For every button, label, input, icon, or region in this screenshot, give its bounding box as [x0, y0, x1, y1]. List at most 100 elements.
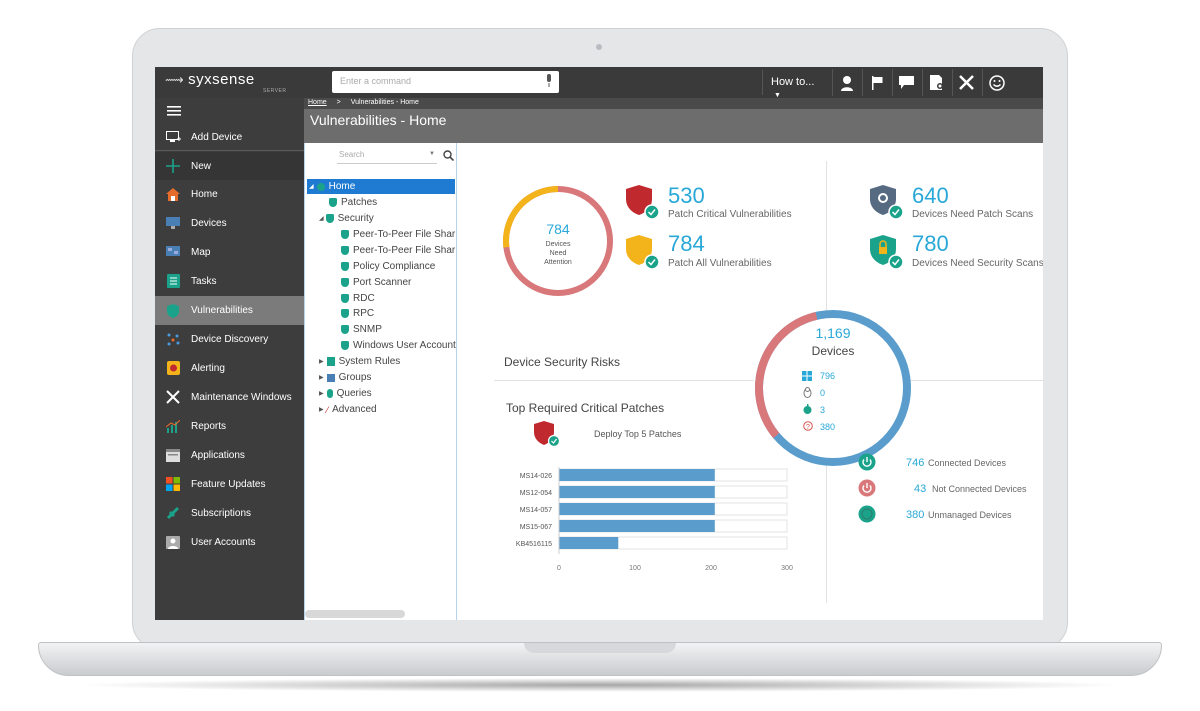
not-connected-devices-count[interactable]: 43 — [914, 483, 927, 495]
attention-donut[interactable] — [498, 181, 618, 301]
deploy-top-patches-button[interactable]: Deploy Top 5 Patches — [594, 429, 682, 439]
connected-devices-count[interactable]: 746 — [906, 457, 925, 469]
dropdown-icon[interactable]: ▼ — [429, 151, 435, 157]
attention-donut-label-3: Attention — [544, 259, 572, 266]
sidebar-item-device-discovery[interactable]: Device Discovery — [155, 325, 304, 353]
tools-button[interactable] — [952, 69, 980, 96]
tree-node-windows-user-account[interactable]: Windows User Account — [341, 340, 456, 351]
search-icon[interactable] — [443, 150, 454, 161]
sidebar-item-label: Feature Updates — [191, 478, 266, 490]
device-security-risks-heading: Device Security Risks — [504, 355, 621, 369]
sidebar-item-home[interactable]: Home — [155, 180, 304, 208]
tree-node-p2p-2[interactable]: Peer-To-Peer File Shar — [341, 245, 455, 256]
breadcrumb-current: Vulnerabilities - Home — [350, 99, 419, 106]
sidebar: Add Device New Home Devices Map Tasks — [155, 98, 304, 620]
sidebar-item-label: User Accounts — [191, 536, 256, 548]
sidebar-item-label: Device Discovery — [191, 333, 269, 345]
document-settings-icon — [929, 75, 943, 90]
tree-node-label: System Rules — [338, 356, 401, 367]
report-button[interactable] — [922, 69, 950, 96]
tree-node-label: RPC — [353, 308, 375, 319]
tree-node-snmp[interactable]: SNMP — [341, 324, 382, 335]
feedback-button[interactable] — [982, 69, 1010, 96]
security-scan-count[interactable]: 780 — [912, 231, 949, 256]
sidebar-item-new[interactable]: New — [155, 152, 304, 180]
flag-button[interactable] — [862, 69, 890, 96]
tree-node-system-rules[interactable]: ▶ System Rules — [319, 356, 400, 367]
patch-scan-count[interactable]: 640 — [912, 183, 949, 208]
sidebar-item-map[interactable]: Map — [155, 238, 304, 266]
tree-node-advanced[interactable]: ▶ ⁄ Advanced — [319, 404, 377, 415]
queries-icon — [326, 389, 333, 398]
security-scan-label: Devices Need Security Scans — [912, 258, 1043, 269]
all-vulnerabilities-count[interactable]: 784 — [668, 231, 705, 256]
connected-power-icon — [858, 453, 876, 471]
bar-kb4516115[interactable] — [559, 537, 619, 549]
sidebar-item-label: Add Device — [191, 131, 243, 143]
tree-node-port-scanner[interactable]: Port Scanner — [341, 277, 411, 288]
bar-ms12-054[interactable] — [559, 486, 715, 498]
sidebar-item-subscriptions[interactable]: Subscriptions — [155, 499, 304, 527]
tree-horizontal-scrollbar[interactable] — [305, 610, 405, 618]
sidebar-item-tasks[interactable]: Tasks — [155, 267, 304, 295]
tree-node-groups[interactable]: ▶ Groups — [319, 372, 371, 383]
tree-node-rpc[interactable]: RPC — [341, 308, 374, 319]
tree-node-rdc[interactable]: RDC — [341, 293, 375, 304]
hamburger-menu-button[interactable] — [167, 104, 181, 116]
devices-donut[interactable] — [751, 306, 915, 470]
sidebar-item-alerting[interactable]: Alerting — [155, 354, 304, 382]
monitor-icon — [165, 216, 181, 230]
sidebar-item-vulnerabilities[interactable]: Vulnerabilities — [155, 296, 304, 325]
subscriptions-icon — [165, 506, 181, 520]
sidebar-item-label: Tasks — [191, 275, 217, 287]
sidebar-item-applications[interactable]: Applications — [155, 441, 304, 469]
critical-vulnerabilities-count[interactable]: 530 — [668, 183, 705, 208]
tree-node-patches[interactable]: Patches — [329, 197, 377, 208]
windows-device-count: 796 — [820, 371, 836, 381]
groups-icon — [326, 373, 335, 382]
sidebar-item-maintenance-windows[interactable]: Maintenance Windows — [155, 383, 304, 411]
tree-node-label: Queries — [336, 388, 372, 399]
tree-node-policy-compliance[interactable]: Policy Compliance — [341, 261, 435, 272]
camera — [596, 44, 602, 50]
system-rules-icon — [326, 357, 335, 366]
tools-icon — [165, 390, 181, 404]
user-profile-button[interactable] — [832, 69, 860, 96]
sidebar-item-user-accounts[interactable]: User Accounts — [155, 528, 304, 556]
tree-node-label: Peer-To-Peer File Shar — [353, 245, 456, 256]
tree-node-label: Advanced — [332, 404, 377, 415]
tree-node-queries[interactable]: ▶ Queries — [319, 388, 372, 399]
bar-ms15-067[interactable] — [559, 520, 715, 532]
unmanaged-devices-count[interactable]: 380 — [906, 509, 925, 521]
tree-node-home[interactable]: ◢ Home — [307, 179, 455, 194]
map-icon — [165, 245, 181, 259]
how-to-menu[interactable]: How to... ▼ — [762, 70, 828, 99]
sidebar-item-label: Vulnerabilities — [191, 305, 253, 316]
sidebar-item-reports[interactable]: Reports — [155, 412, 304, 440]
security-scan-shield-icon — [870, 235, 904, 269]
breadcrumb-home-link[interactable]: Home — [308, 99, 327, 106]
chat-button[interactable] — [892, 69, 920, 96]
sidebar-item-add-device[interactable]: Add Device — [155, 123, 304, 151]
tree-node-security[interactable]: ◢ Security — [319, 213, 374, 224]
breadcrumb-separator: > — [336, 99, 341, 106]
bar-ms14-026[interactable] — [559, 469, 715, 481]
bar-ms14-057[interactable] — [559, 503, 715, 515]
linux-device-count: 0 — [820, 388, 826, 398]
tree-node-p2p-1[interactable]: Peer-To-Peer File Shar — [341, 229, 455, 240]
smiley-icon — [988, 74, 1005, 91]
dashboard: 784 Devices Need Attention 530 Patch Cri… — [458, 143, 1043, 620]
sidebar-item-devices[interactable]: Devices — [155, 209, 304, 237]
shield-icon — [341, 325, 349, 334]
collapsed-arrow-icon: ▶ — [319, 375, 324, 381]
alert-icon — [165, 361, 181, 375]
microphone-icon[interactable] — [545, 74, 553, 88]
sidebar-item-feature-updates[interactable]: Feature Updates — [155, 470, 304, 498]
sidebar-divider — [155, 150, 304, 151]
sidebar-item-label: New — [191, 160, 212, 172]
bar-label: MS15-067 — [520, 524, 552, 531]
shield-icon — [325, 214, 334, 223]
tree-search-input[interactable]: Search ▼ — [337, 148, 437, 164]
shield-icon — [329, 198, 337, 207]
command-input[interactable]: Enter a command — [332, 71, 559, 93]
